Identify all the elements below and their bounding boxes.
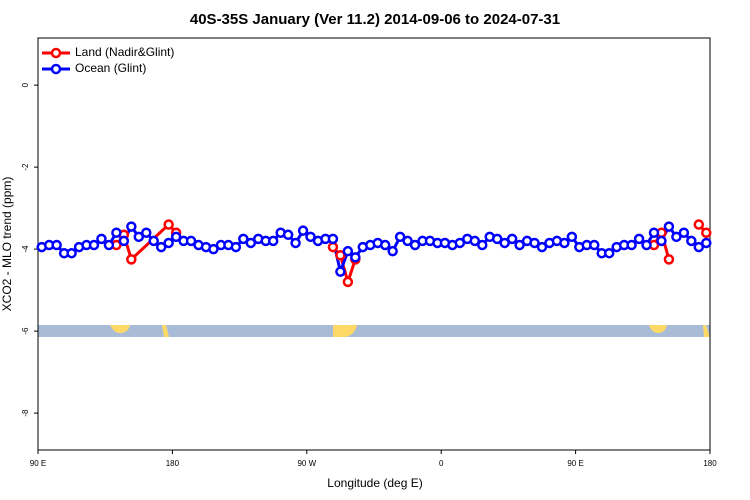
point [185,235,197,247]
point [305,231,316,243]
point [402,235,413,247]
x-tick-label: 90 W [297,459,316,468]
point [454,237,466,249]
point [603,247,615,259]
x-tick-label: 180 [166,459,180,468]
y-axis-label: XCO2 - MLO trend (ppm) [0,177,14,312]
point [245,237,257,249]
point [267,235,279,247]
point [693,241,705,253]
y-tick-label: 0 [21,82,30,87]
point [88,239,100,251]
point [208,243,219,255]
legend-label: Ocean (Glint) [75,61,146,75]
point [559,237,570,249]
point [290,237,301,249]
point [379,239,391,251]
point [536,241,548,253]
point [163,219,174,230]
point [327,233,339,245]
point [387,245,398,257]
legend-marker [50,63,62,75]
point [148,235,159,247]
point [566,231,578,243]
point [133,231,145,243]
point [282,229,294,241]
point [118,235,130,247]
y-tick-label: -2 [21,163,30,171]
point [394,231,406,243]
point [499,237,510,249]
point [111,227,122,238]
point [297,225,309,236]
point [327,241,339,253]
point [589,239,600,251]
chart-title: 40S-35S January (Ver 11.2) 2014-09-06 to… [190,11,560,28]
point [663,221,675,232]
point [238,233,249,245]
legend-marker [50,47,62,59]
point [648,227,660,238]
legend-label: Land (Nadir&Glint) [75,45,174,59]
point [66,247,77,259]
x-tick-label: 90 E [567,459,583,468]
x-tick-label: 180 [703,459,717,468]
x-axis-label: Longitude (deg E) [327,476,422,490]
point [126,221,137,232]
point [51,239,62,251]
point [633,233,645,245]
point [506,233,518,245]
point [514,239,525,251]
point [163,237,174,249]
point [409,239,421,251]
point [671,231,682,243]
y-tick-label: -8 [21,409,30,417]
x-tick-label: 0 [439,459,444,468]
point [342,276,354,288]
point [641,239,652,251]
point [141,227,152,238]
point [342,245,354,257]
point [103,239,115,251]
point [678,227,690,238]
point [469,235,481,247]
point [663,254,675,265]
x-tick-label: 90 E [30,459,46,468]
point [170,231,182,243]
point [477,239,488,251]
map-strip [38,325,710,337]
point [626,239,637,251]
point [693,219,705,230]
point [701,237,712,249]
point [335,266,346,277]
point [335,250,346,261]
point [656,235,667,247]
point [126,254,137,265]
point [701,227,712,238]
point [491,233,503,245]
y-tick-label: -4 [21,245,30,253]
y-tick-label: -6 [21,327,30,335]
point [96,233,107,245]
point [529,237,540,249]
point [155,241,167,253]
point [230,241,242,253]
point [686,235,697,247]
point [350,252,361,263]
